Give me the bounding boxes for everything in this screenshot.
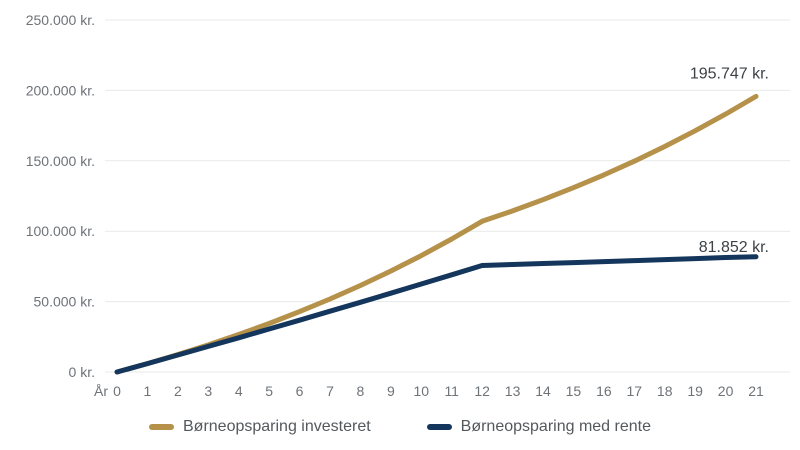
y-tick-label: 0 kr. (69, 364, 95, 380)
x-tick-label: 8 (357, 383, 365, 399)
legend-item-med-rente: Børneopsparing med rente (426, 418, 651, 435)
y-tick-label: 200.000 kr. (26, 82, 95, 98)
legend-marker-gold-icon (149, 424, 174, 430)
series-line-1 (114, 254, 759, 375)
x-tick-label: 15 (566, 383, 582, 399)
x-tick-label: 18 (657, 383, 673, 399)
x-tick-label: 1 (144, 383, 152, 399)
x-tick-label: 14 (535, 383, 551, 399)
x-tick-label: 3 (204, 383, 212, 399)
x-tick-label: 0 (113, 383, 121, 399)
y-tick-label: 150.000 kr. (26, 153, 95, 169)
x-axis-unit-label: År (94, 383, 108, 399)
x-tick-label: 2 (174, 383, 182, 399)
x-tick-label: 5 (265, 383, 273, 399)
x-tick-label: 7 (326, 383, 334, 399)
legend-item-investeret: Børneopsparing investeret (149, 419, 371, 435)
legend-marker-navy-icon (426, 424, 452, 430)
x-tick-label: 20 (718, 383, 734, 399)
y-tick-label: 250.000 kr. (26, 12, 95, 28)
x-tick-label: 21 (748, 383, 764, 399)
x-tick-label: 4 (235, 383, 243, 399)
legend-label-investeret: Børneopsparing investeret (183, 418, 371, 435)
x-tick-label: 19 (687, 383, 703, 399)
y-tick-label: 100.000 kr. (26, 223, 95, 239)
value-annotation: 195.747 kr. (690, 65, 769, 82)
x-tick-label: 17 (626, 383, 642, 399)
x-tick-label: 10 (413, 383, 429, 399)
y-tick-label: 50.000 kr. (34, 294, 96, 310)
value-annotation: 81.852 kr. (699, 239, 769, 256)
legend-label-med-rente: Børneopsparing med rente (460, 418, 651, 435)
x-tick-label: 13 (505, 383, 521, 399)
x-tick-label: 11 (444, 383, 459, 399)
x-tick-label: 9 (387, 383, 395, 399)
series-line-0 (114, 93, 759, 375)
x-tick-label: 12 (474, 383, 490, 399)
x-tick-label: 6 (296, 383, 304, 399)
x-tick-label: 16 (596, 383, 612, 399)
chart-legend: Børneopsparing investeret Børneopsparing… (0, 419, 800, 435)
